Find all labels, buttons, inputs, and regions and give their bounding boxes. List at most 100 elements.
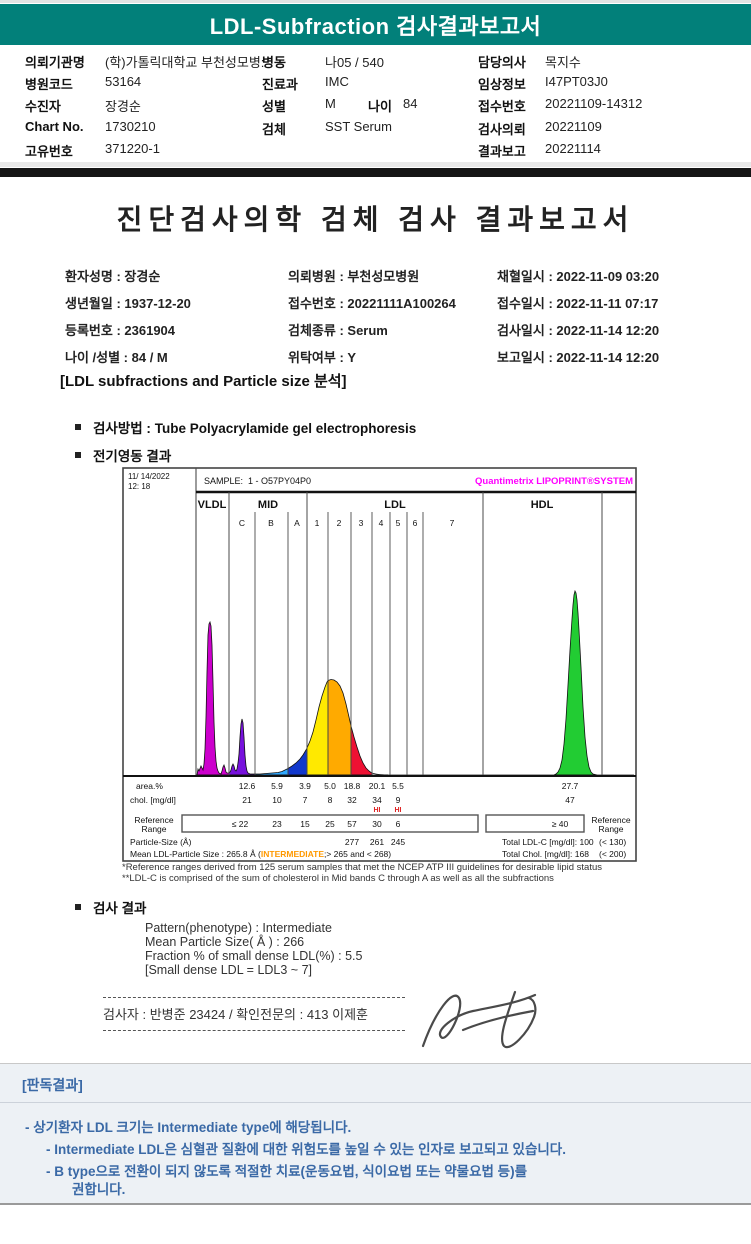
group-vldl: VLDL [198,499,227,511]
signature [415,980,565,1070]
result-pattern: Pattern(phenotype) : Intermediate [145,921,332,935]
pi-accession-label: 접수번호 : [288,296,344,311]
ref-ldl2: 30 [372,819,382,829]
total-chol-ref: (< 200) [599,849,626,859]
pi-receipt-label: 접수일시 : [497,296,553,311]
field-label-chart-no: Chart No. [25,119,84,134]
vldl-peak [196,620,230,776]
ref-ldl1: 57 [347,819,357,829]
sample-id: 1 - O57PY04P0 [248,476,311,486]
footnote-2: **LDL-C is comprised of the sum of chole… [122,873,554,884]
field-label-accession: 접수번호 [478,99,526,114]
interpretation-line-2: - Intermediate LDL은 심혈관 질환에 대한 위험도를 높일 수… [46,1142,566,1157]
result-note: [Small dense LDL = LDL3 ~ 7] [145,963,312,977]
page-title: 진단검사의학 검체 검사 결과보고서 [116,204,635,235]
chol-mid-a: 8 [328,795,333,805]
field-value-doctor: 목지수 [545,55,581,70]
ref-range-hdl-box [485,814,585,833]
field-label-specimen: 검체 [262,122,286,137]
chol-hdl: 47 [565,795,575,805]
electrophoresis-label: 전기영동 결과 [93,449,172,464]
field-value-hospital-code: 53164 [105,74,142,89]
field-value-dept: IMC [325,74,349,89]
pi-hospital-label: 의뢰병원 : [288,269,344,284]
field-label-clinical: 임상정보 [478,77,526,92]
group-ldl: LDL [384,499,406,511]
interpretation-panel: [판독결과] - 상기환자 LDL 크기는 Intermediate type에… [0,1063,751,1205]
particle-row-label: Particle-Size (Å) [130,837,192,847]
chol-ldl2: 34 [372,795,382,805]
hi-flag-ldl2: HI [374,807,381,814]
area-mid-a: 5.0 [324,781,336,791]
field-value-age: 84 [403,96,418,111]
field-value-clinical: I47PT03J0 [545,74,608,89]
report-title: LDL-Subfraction 검사결과보고서 [209,13,542,39]
band-mid-c: C [239,518,245,528]
pi-report-label: 보고일시 : [497,350,553,365]
group-mid: MID [258,499,278,511]
ref-range-box [181,814,479,833]
ref-label-left-2: Range [141,824,166,834]
pi-regno-label: 등록번호 : [65,323,121,338]
brand-label: Quantimetrix LIPOPRINT®SYSTEM [475,476,633,487]
field-value-report-date: 20221114 [545,141,601,156]
field-label-report-date: 결과보고 [478,144,526,159]
field-label-unique-no: 고유번호 [25,144,73,159]
result-label: 검사 결과 [93,901,147,916]
chol-ldl3: 9 [396,795,401,805]
sample-label: SAMPLE: [204,476,243,486]
field-value-unique-no: 371220-1 [105,141,160,156]
chol-mid-b: 7 [303,795,308,805]
pi-specimen-label: 검체종류 : [288,323,344,338]
pi-draw-label: 채혈일시 : [497,269,553,284]
total-chol: Total Chol. [mg/dl]: 168 [502,849,589,859]
field-label-dept: 진료과 [262,77,298,92]
particle-ldl3: 245 [391,837,405,847]
pi-referral-label: 위탁여부 : [288,350,344,365]
area-row-label: area.% [136,781,163,791]
band-ldl-3: 3 [359,518,364,528]
ref-hdl: ≥ 40 [552,819,569,829]
band-mid-b: B [268,518,274,528]
field-label-patient: 수진자 [25,99,61,114]
pi-hospital-value: 부천성모병원 [347,269,420,284]
area-ldl2: 20.1 [369,781,386,791]
total-ldl-c: Total LDL-C [mg/dl]: 100 [502,837,594,847]
field-label-sex: 성별 [262,99,286,114]
ref-mid-b: 15 [300,819,310,829]
interpretation-line-1: - 상기환자 LDL 크기는 Intermediate type에 해당됩니다. [25,1120,352,1135]
field-value-order-date: 20221109 [545,119,602,134]
result-summary: Pattern(phenotype) : Intermediate Mean P… [145,921,362,977]
method-value: Tube Polyacrylamide gel electrophoresis [154,421,417,436]
interpretation-divider [0,1102,751,1103]
band-mid-a: A [294,518,300,528]
area-ldl1: 18.8 [344,781,361,791]
pi-agesex-value: 84 / M [131,350,168,365]
top-divider [0,0,751,3]
pi-test-value: 2022-11-14 12:20 [556,323,660,338]
area-mid-b: 3.9 [299,781,311,791]
ref-mid-c: 23 [272,819,282,829]
total-ldl-c-ref: (< 130) [599,837,626,847]
field-label-age: 나이 [368,99,392,114]
pi-report-value: 2022-11-14 12:20 [556,350,660,365]
interpretation-title: [판독결과] [22,1077,83,1093]
field-value-accession: 20221109-14312 [545,96,643,111]
particle-ldl1: 277 [345,837,359,847]
band-ldl-4: 4 [379,518,384,528]
field-label-hospital-code: 병원코드 [25,77,73,92]
ref-mid-a: 25 [325,819,335,829]
band-ldl-1: 1 [315,518,320,528]
result-fraction: Fraction % of small dense LDL(%) : 5.5 [145,949,363,963]
header-divider [0,162,751,167]
pi-draw-value: 2022-11-09 03:20 [556,269,660,284]
area-vldl: 12.6 [239,781,256,791]
signature-icon [421,990,537,1049]
pi-regno-value: 2361904 [124,323,176,338]
group-hdl: HDL [531,499,554,511]
band-ldl-2: 2 [337,518,342,528]
chol-row-label: chol. [mg/dl] [130,795,176,805]
area-mid-c: 5.9 [271,781,283,791]
field-label-orderer: 의뢰기관명 [25,55,85,70]
